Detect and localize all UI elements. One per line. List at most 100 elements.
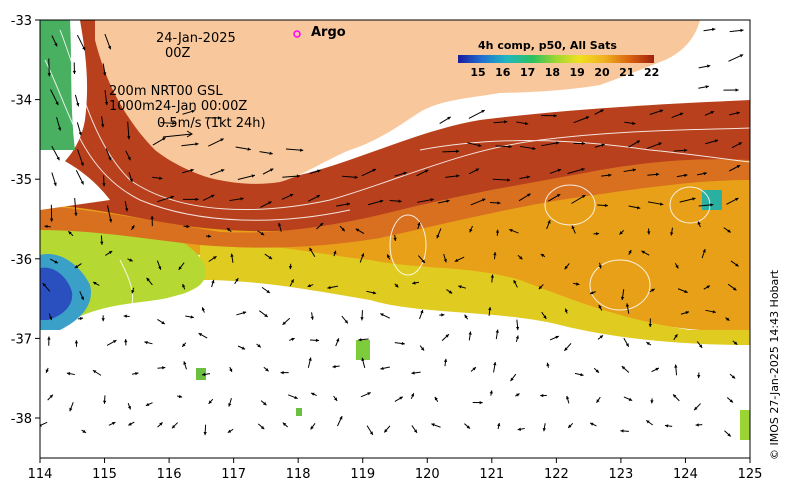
- current-arrowhead: [358, 338, 362, 342]
- current-arrowhead: [380, 366, 384, 371]
- scale-arrow: [162, 130, 193, 138]
- current-arrowhead: [740, 28, 744, 33]
- current-arrowhead: [162, 366, 166, 370]
- current-arrowhead: [712, 27, 716, 32]
- current-arrowhead: [590, 422, 594, 426]
- current-arrowhead: [493, 252, 497, 256]
- x-tick-label: 118: [286, 467, 311, 482]
- current-arrowhead: [128, 422, 132, 426]
- current-arrowhead: [646, 342, 650, 346]
- x-tick-label: 119: [350, 467, 375, 482]
- current-arrowhead: [571, 225, 575, 230]
- current-arrowhead: [317, 169, 321, 173]
- current-arrowhead: [327, 285, 331, 290]
- current-arrowhead: [57, 127, 62, 131]
- current-arrowhead: [226, 227, 231, 232]
- current-arrowhead: [504, 120, 508, 124]
- current-arrowhead: [182, 343, 186, 347]
- current-arrowhead: [739, 54, 744, 58]
- current-arrowhead: [620, 429, 624, 433]
- current-arrowhead: [538, 285, 543, 290]
- current-arrowhead: [266, 289, 270, 294]
- current-arrowhead: [93, 282, 97, 286]
- x-tick-label: 115: [92, 467, 117, 482]
- current-arrowhead: [466, 425, 470, 429]
- current-arrowhead: [372, 291, 377, 295]
- current-arrowhead: [493, 362, 497, 366]
- current-arrowhead: [355, 228, 360, 232]
- current-arrowhead: [54, 42, 58, 47]
- current-arrowhead: [546, 362, 550, 367]
- current-arrowhead: [74, 340, 79, 344]
- current-arrowhead: [632, 121, 636, 125]
- current-arrowhead: [540, 393, 544, 398]
- current-arrowhead: [515, 326, 520, 331]
- current-arrowhead: [361, 253, 365, 257]
- x-tick-label: 124: [673, 467, 698, 482]
- current-arrowhead: [472, 367, 476, 371]
- date-label: 24-Jan-2025: [156, 31, 236, 46]
- current-arrowhead: [100, 241, 104, 245]
- current-arrowhead: [526, 175, 530, 179]
- current-arrowhead: [430, 198, 434, 202]
- current-arrowhead: [517, 427, 522, 431]
- no-data-south: [40, 290, 750, 458]
- current-arrowhead: [346, 202, 351, 206]
- current-arrowhead: [190, 315, 194, 319]
- current-arrowhead: [186, 224, 190, 229]
- current-arrowhead: [655, 172, 660, 177]
- current-arrowhead: [161, 321, 165, 325]
- y-tick-label: -34: [11, 94, 32, 109]
- current-arrowhead: [446, 199, 450, 203]
- current-arrowhead: [497, 422, 501, 427]
- colorbar-ticks: 15 16 17 18 19 20 21 22: [470, 66, 659, 79]
- current-arrowhead: [479, 400, 483, 405]
- current-arrowhead: [127, 156, 131, 161]
- current-arrowhead: [468, 331, 472, 335]
- current-arrowhead: [710, 111, 715, 115]
- current-arrowhead: [420, 347, 425, 351]
- current-arrowhead: [220, 138, 224, 142]
- colorbar-tick-label: 19: [570, 66, 585, 79]
- current-arrowhead: [265, 367, 269, 372]
- current-arrowhead: [542, 427, 546, 432]
- current-arrowhead: [146, 277, 150, 282]
- current-arrowhead: [598, 265, 602, 269]
- current-arrowhead: [220, 169, 225, 173]
- current-arrowhead: [102, 183, 106, 187]
- x-tick-label: 125: [738, 467, 763, 482]
- y-tick-label: -35: [11, 173, 32, 188]
- current-arrowhead: [207, 234, 212, 238]
- current-arrowhead: [111, 421, 116, 426]
- current-arrowhead: [68, 231, 72, 235]
- current-arrowhead: [684, 289, 688, 293]
- current-arrowhead: [269, 151, 273, 155]
- current-arrowhead: [411, 371, 415, 375]
- current-arrowhead: [341, 227, 345, 232]
- current-arrowhead: [651, 288, 655, 292]
- current-arrowhead: [399, 396, 403, 400]
- current-arrowhead: [441, 313, 445, 317]
- current-arrowhead: [509, 229, 513, 233]
- current-arrowhead: [178, 394, 183, 399]
- current-arrowhead: [159, 176, 163, 180]
- current-arrowhead: [685, 311, 690, 315]
- current-arrowhead: [367, 392, 371, 396]
- current-arrowhead: [650, 400, 654, 404]
- current-arrowhead: [195, 197, 199, 202]
- current-arrowhead: [289, 193, 294, 197]
- x-tick-label: 123: [608, 467, 633, 482]
- current-arrowhead: [403, 171, 407, 176]
- current-arrowhead: [240, 197, 244, 201]
- sst-patch: [356, 340, 370, 360]
- current-arrowhead: [516, 393, 520, 397]
- current-arrowhead: [735, 197, 739, 201]
- current-arrowhead: [674, 334, 678, 338]
- current-arrowhead: [108, 219, 113, 223]
- y-tick-label: -38: [11, 412, 32, 427]
- colorbar-tick-label: 21: [619, 66, 634, 79]
- current-arrowhead: [401, 341, 405, 346]
- current-arrowhead: [454, 258, 459, 262]
- current-arrowhead: [620, 296, 625, 301]
- current-arrowhead: [150, 215, 154, 220]
